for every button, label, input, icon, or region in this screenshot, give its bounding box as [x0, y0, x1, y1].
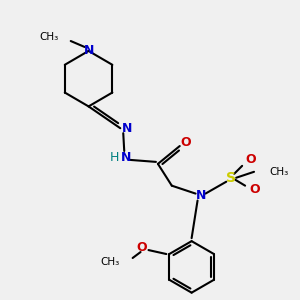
Text: N: N [196, 189, 207, 202]
Text: CH₃: CH₃ [40, 32, 59, 42]
Text: O: O [246, 153, 256, 167]
Text: N: N [83, 44, 94, 57]
Text: N: N [122, 122, 132, 135]
Text: CH₃: CH₃ [269, 167, 288, 177]
Text: O: O [136, 241, 147, 254]
Text: O: O [180, 136, 191, 148]
Text: O: O [250, 183, 260, 196]
Text: S: S [226, 171, 236, 185]
Text: N: N [121, 152, 131, 164]
Text: H: H [110, 152, 119, 164]
Text: CH₃: CH₃ [100, 257, 120, 267]
